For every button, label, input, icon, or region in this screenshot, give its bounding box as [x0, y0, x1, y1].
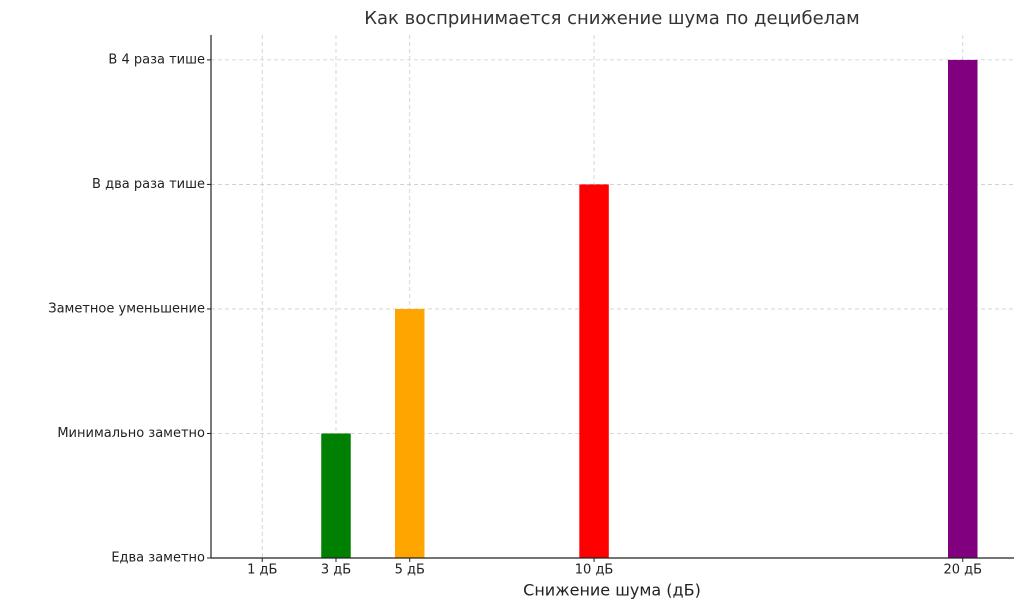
- x-axis-label: Снижение шума (дБ): [523, 581, 701, 600]
- chart-title: Как воспринимается снижение шума по деци…: [364, 8, 860, 29]
- x-tick-label: 5 дБ: [395, 563, 425, 578]
- y-tick-label: Заметное уменьшение: [48, 301, 205, 316]
- y-tick-label: В два раза тише: [92, 177, 205, 192]
- bar: [579, 184, 609, 558]
- bar: [394, 308, 425, 558]
- x-tick-label: 1 дБ: [247, 563, 277, 578]
- y-tick-label: Минимально заметно: [57, 426, 205, 441]
- x-tick-label: 20 дБ: [943, 563, 982, 578]
- bar: [321, 433, 351, 558]
- y-tick-label: В 4 раза тише: [108, 52, 205, 67]
- bar: [948, 59, 978, 559]
- x-tick-label: 3 дБ: [321, 563, 351, 578]
- x-tick-label: 10 дБ: [575, 563, 614, 578]
- y-tick-label: Едва заметно: [111, 551, 205, 566]
